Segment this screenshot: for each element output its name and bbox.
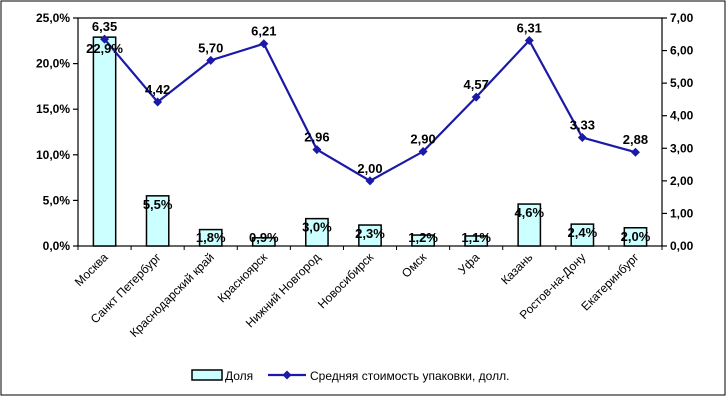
- bar: [198, 228, 223, 247]
- y-left-tick-label: 25,0%: [36, 11, 70, 25]
- line-data-label: 5,70: [198, 40, 223, 55]
- y-right-tick-label: 6,00: [670, 44, 694, 58]
- line-data-label: 2,00: [357, 161, 382, 176]
- line-marker: [577, 133, 587, 143]
- bar: [570, 223, 595, 247]
- bar: [92, 36, 117, 247]
- y-left-tick-label: 0,0%: [43, 239, 71, 253]
- line-data-label: 2,88: [623, 132, 648, 147]
- line-data-label: 2,90: [410, 132, 435, 147]
- legend-label-share: Доля: [225, 369, 253, 383]
- legend-swatch-bar: [191, 369, 223, 381]
- line-marker: [524, 35, 534, 45]
- line-data-label: 2,96: [304, 130, 329, 145]
- y-left-tick-label: 20,0%: [36, 57, 70, 71]
- bar: [145, 195, 170, 247]
- bar-data-label: 1,8%: [196, 230, 226, 245]
- y-right-tick-label: 2,00: [670, 174, 694, 188]
- line-marker: [418, 147, 428, 157]
- legend-swatch-marker: [282, 370, 292, 380]
- bar-data-label: 3,0%: [302, 220, 332, 235]
- line-marker: [206, 55, 216, 65]
- y-right-tick-label: 0,00: [670, 239, 694, 253]
- line-data-label: 6,35: [92, 19, 117, 34]
- y-left-tick-label: 5,0%: [43, 193, 71, 207]
- line-marker: [312, 145, 322, 155]
- y-right-tick-label: 1,00: [670, 206, 694, 220]
- line-data-label: 3,33: [570, 118, 595, 133]
- legend-label-price: Средняя стоимость упаковки, долл.: [310, 369, 509, 383]
- bar: [358, 224, 382, 247]
- line-marker: [365, 176, 375, 186]
- bar: [623, 227, 648, 247]
- line-marker: [471, 92, 481, 102]
- bar: [251, 237, 276, 247]
- bar: [305, 217, 329, 247]
- line-marker: [259, 39, 269, 49]
- line-data-label: 6,21: [251, 24, 276, 39]
- bar-data-label: 1,2%: [408, 230, 438, 245]
- bar: [411, 234, 435, 247]
- bar: [464, 235, 489, 247]
- line-marker: [100, 34, 110, 44]
- bar-data-label: 2,4%: [568, 225, 598, 240]
- line-marker: [630, 147, 640, 157]
- bar: [517, 203, 542, 247]
- line-data-label: 4,57: [464, 77, 489, 92]
- y-right-tick-label: 5,00: [670, 76, 694, 90]
- bar-data-label: 1,1%: [461, 230, 491, 245]
- y-right-tick-label: 7,00: [670, 11, 694, 25]
- y-right-tick-label: 3,00: [670, 141, 694, 155]
- bar-data-label: 4,6%: [514, 205, 544, 220]
- line-data-label: 6,31: [517, 20, 542, 35]
- bar-data-label: 2,3%: [355, 226, 385, 241]
- bar-data-label: 22,9%: [86, 41, 123, 56]
- line-data-label: 4,42: [145, 82, 170, 97]
- line-marker: [153, 97, 163, 107]
- y-left-tick-label: 10,0%: [36, 148, 70, 162]
- bar-data-label: 2,0%: [621, 229, 651, 244]
- bar-data-label: 0,9%: [249, 230, 279, 245]
- y-left-tick-label: 15,0%: [36, 102, 70, 116]
- y-right-tick-label: 4,00: [670, 109, 694, 123]
- bar-data-label: 5,5%: [143, 197, 173, 212]
